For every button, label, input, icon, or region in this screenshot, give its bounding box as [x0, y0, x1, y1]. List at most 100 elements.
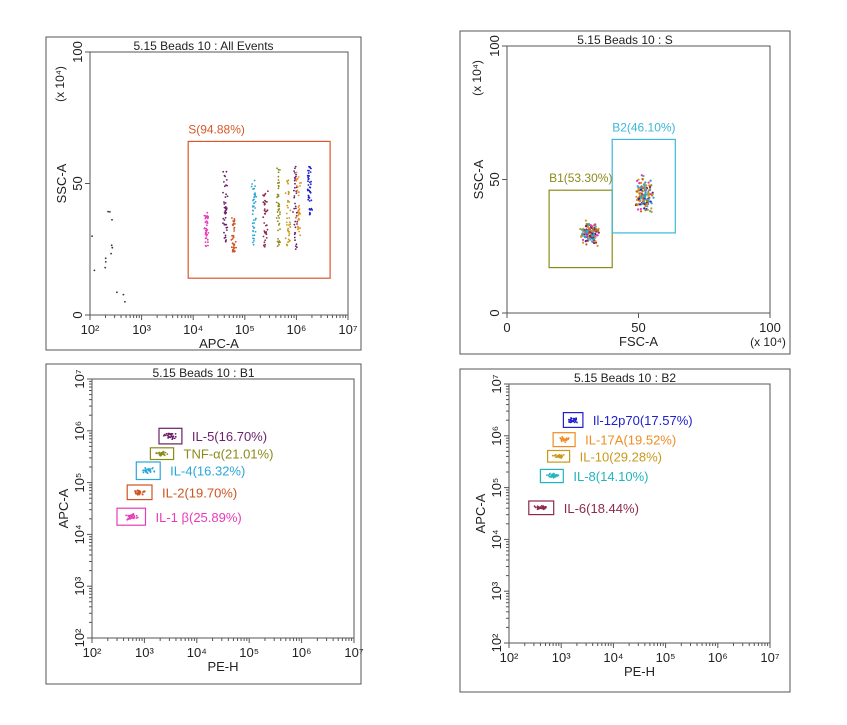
- event-point: [296, 246, 298, 249]
- event-point: [650, 207, 653, 210]
- x-axis-multiplier: (x 10⁴): [750, 335, 786, 349]
- event-point: [294, 172, 296, 174]
- event-point: [262, 216, 265, 219]
- event-point: [586, 231, 589, 234]
- event-point: [127, 514, 130, 517]
- event-point: [262, 201, 265, 204]
- event-point: [307, 184, 310, 186]
- event-point: [286, 229, 289, 232]
- event-point: [225, 170, 228, 173]
- event-point: [592, 241, 596, 245]
- event-point: [277, 195, 280, 198]
- gate-rect: [552, 432, 576, 448]
- event-point: [590, 226, 593, 229]
- y-tick-label: 10²: [72, 628, 87, 647]
- event-point: [293, 207, 296, 210]
- event-point: [553, 454, 556, 457]
- event-point: [635, 203, 638, 206]
- event-point: [125, 514, 127, 517]
- event-point: [597, 231, 600, 234]
- event-point: [135, 517, 138, 519]
- event-point: [223, 211, 226, 214]
- plot-panel-2: 5.15 Beads 10 : S 0 50 100 0 50 100 FSC-A SSC-A (…: [459, 30, 791, 355]
- event-point: [265, 224, 267, 227]
- event-point: [543, 507, 546, 510]
- event-point: [207, 244, 209, 247]
- event-point: [225, 193, 228, 196]
- event-point: [650, 184, 653, 187]
- event-point: [252, 230, 255, 233]
- event-point: [233, 226, 236, 229]
- event-point: [554, 475, 556, 478]
- gate-label: Il-12p70(17.57%): [593, 413, 693, 428]
- event-point: [288, 234, 290, 237]
- event-point: [277, 185, 280, 188]
- event-point: [297, 176, 300, 178]
- event-point: [287, 238, 290, 241]
- event-point: [640, 181, 643, 184]
- event-point: [225, 239, 228, 241]
- event-point: [162, 450, 165, 453]
- event-point: [294, 165, 297, 168]
- event-point: [639, 191, 642, 194]
- event-point: [276, 167, 278, 170]
- event-point: [255, 195, 258, 198]
- event-point: [307, 180, 309, 183]
- event-point: [639, 207, 642, 211]
- event-point: [207, 241, 209, 244]
- event-point: [645, 189, 648, 192]
- event-point: [581, 238, 585, 241]
- event-point: [253, 202, 256, 205]
- event-point: [157, 452, 160, 454]
- x-tick-label: 10³: [135, 645, 154, 660]
- event-point: [164, 451, 167, 454]
- event-point: [652, 196, 655, 199]
- event-point: [585, 223, 588, 226]
- event-point: [266, 228, 269, 231]
- event-point: [299, 227, 302, 229]
- event-point: [262, 235, 265, 238]
- y-tick-label: 10⁷: [489, 374, 504, 393]
- event-point: [299, 234, 302, 237]
- event-point: [263, 231, 266, 234]
- y-axis-multiplier: (x 10⁴): [53, 66, 67, 102]
- event-point: [297, 225, 299, 228]
- event-point: [637, 189, 640, 192]
- event-point: [275, 217, 278, 219]
- event-point: [263, 245, 266, 248]
- event-point: [642, 183, 646, 186]
- event-point: [590, 236, 593, 239]
- event-point: [252, 188, 255, 191]
- event-point: [224, 216, 227, 219]
- event-point: [116, 291, 118, 294]
- event-point: [295, 175, 297, 178]
- event-point: [263, 222, 266, 224]
- event-point: [226, 229, 228, 232]
- event-point: [294, 182, 296, 185]
- gate-label: TNF-α(21.01%): [184, 447, 274, 462]
- y-tick-label: 50: [70, 176, 85, 190]
- event-point: [254, 230, 257, 233]
- event-point: [569, 421, 572, 424]
- event-point: [586, 234, 589, 237]
- event-point: [222, 191, 224, 194]
- panel-frame: [459, 368, 791, 693]
- event-point: [144, 469, 147, 472]
- x-tick-label: 10³: [552, 650, 571, 665]
- event-point: [163, 434, 165, 437]
- x-tick-label: 10⁶: [292, 645, 312, 660]
- event-point: [297, 210, 300, 213]
- event-point: [293, 196, 296, 199]
- event-point: [558, 454, 561, 457]
- event-point: [170, 435, 173, 438]
- event-point: [277, 175, 280, 178]
- event-point: [143, 490, 145, 492]
- event-point: [134, 490, 136, 493]
- x-tick-label: 10⁷: [338, 322, 357, 337]
- event-point: [570, 420, 573, 422]
- event-point: [225, 207, 228, 210]
- event-point: [287, 231, 290, 233]
- event-point: [223, 203, 226, 205]
- event-point: [594, 225, 597, 228]
